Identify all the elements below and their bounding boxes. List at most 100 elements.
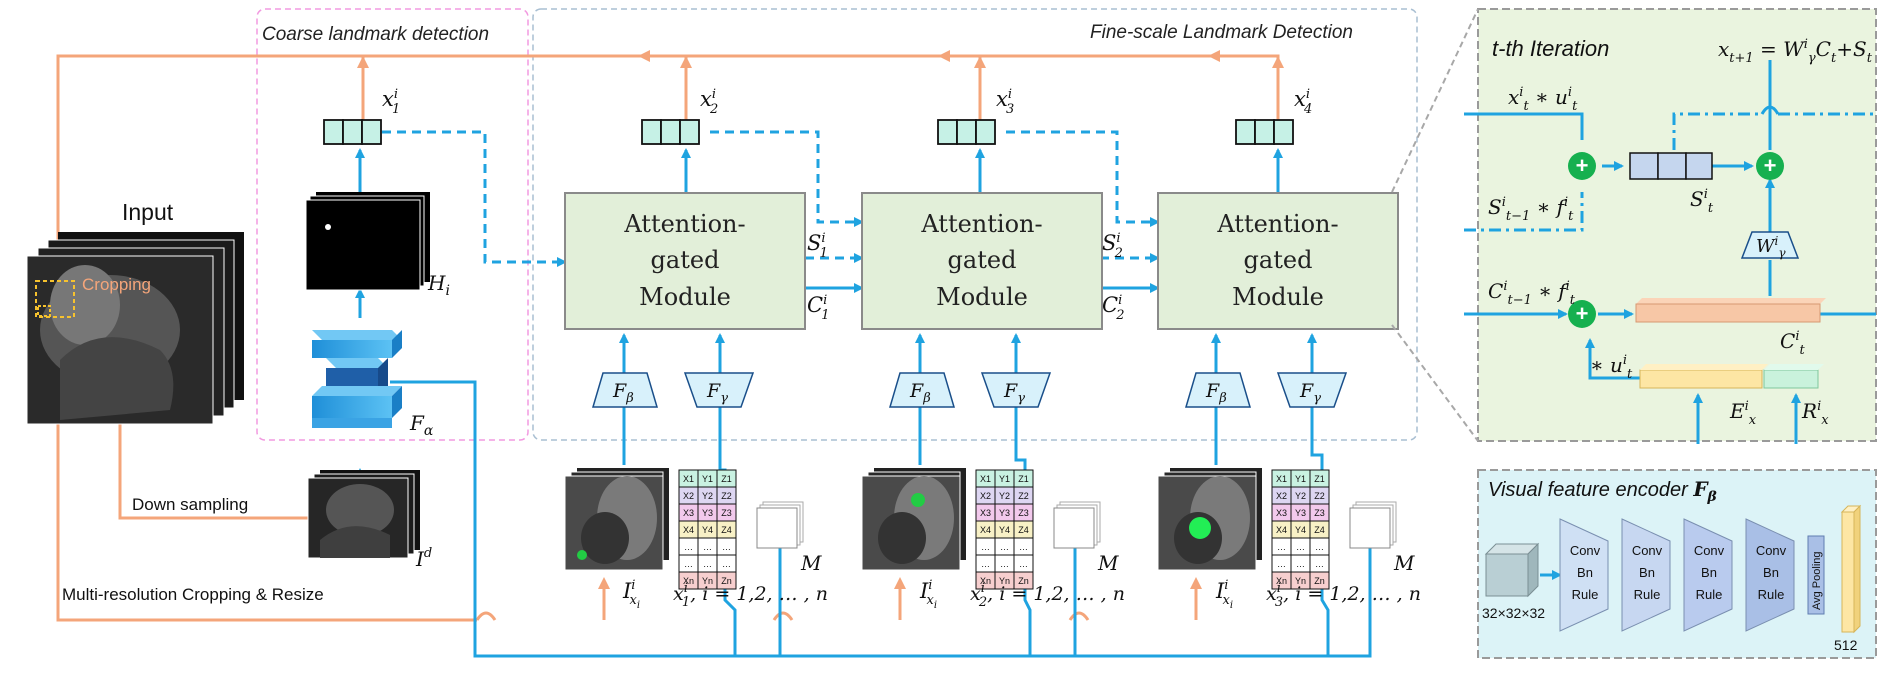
svg-text:Sit: Sit (1690, 187, 1714, 216)
svg-text:+: + (1576, 153, 1589, 178)
table-cell: Y3 (1295, 508, 1306, 518)
encoder-block-text: Rule (1634, 587, 1661, 602)
svg-text:Rix: Rix (1801, 399, 1829, 428)
coordinate-table: X1 Y1 Z1 X2 Y2 Z2 X3 Y3 Z3 X4 Y4 Z4 … … … … … … Xn Yn Zn (975, 469, 1034, 590)
table-cell: … (981, 559, 990, 569)
svg-text:∗ uit: ∗ uit (1590, 353, 1633, 382)
table-cell: Yn (702, 576, 713, 586)
table-cell: X3 (980, 508, 991, 518)
table-cell: … (1019, 559, 1028, 569)
encoder-block-text: Rule (1696, 587, 1723, 602)
encoder-block-text: Bn (1701, 565, 1717, 580)
svg-text:Id: Id (415, 546, 432, 571)
table-cell: … (1000, 559, 1009, 569)
svg-text:Cit: Cit (1780, 329, 1805, 358)
index-equation: xi 1, i = 1,2, … , n (673, 581, 828, 610)
table-cell: Zn (721, 576, 732, 586)
landmark-vector-label: xi 3 (996, 87, 1014, 117)
table-cell: Z4 (1314, 525, 1325, 535)
table-cell: … (981, 542, 990, 552)
downsampled-volume (307, 470, 420, 559)
table-cell: X4 (683, 525, 694, 535)
w-gamma-block (1740, 231, 1800, 259)
table-cell: … (1315, 542, 1324, 552)
table-cell: X2 (683, 491, 694, 501)
encoder-block-text: Rule (1572, 587, 1599, 602)
module-line-1: Attention- (623, 210, 745, 238)
table-cell: Z1 (1314, 474, 1325, 484)
e-r-bars (1639, 364, 1824, 389)
table-cell: X2 (980, 491, 991, 501)
module-line-2: gated (651, 246, 720, 274)
table-cell: Z4 (721, 525, 732, 535)
landmark-vector-label: xi 1 (382, 87, 400, 117)
index-equation: xi 3, i = 1,2, … , n (1266, 581, 1421, 610)
state-vector-S (1629, 152, 1713, 180)
table-cell: X1 (980, 474, 991, 484)
table-cell: Y1 (702, 474, 713, 484)
module-line-3: Module (1232, 283, 1324, 311)
encoder-block-4: Conv Bn Rule (1745, 518, 1795, 632)
table-cell: X3 (1276, 508, 1287, 518)
encoder-block-text: Bn (1639, 565, 1655, 580)
encoder-blocks: Conv Bn Rule Conv Bn Rule Conv Bn Rule Conv Bn Rule (1559, 518, 1795, 632)
table-cell: Z1 (721, 474, 732, 484)
heatmap-label: Hi (427, 271, 450, 299)
module-line-3: Module (639, 283, 731, 311)
table-cell: … (1296, 542, 1305, 552)
stage-blocks: Ii xi X1 Y1 Z1 X2 Y2 Z2 X3 Y3 Z3 X4 Y4 Z4 … … … … … … Xn Yn Zn… (564, 372, 1421, 611)
encoder-block-text: Conv (1570, 543, 1601, 558)
encoder-block-text: Conv (1694, 543, 1725, 558)
mask-cube (756, 507, 798, 549)
encoder-block-3: Conv Bn Rule (1683, 518, 1733, 632)
table-cell: Y2 (1295, 491, 1306, 501)
svg-text:+: + (1576, 301, 1589, 326)
table-cell: Z3 (1314, 508, 1325, 518)
module-line-1: Attention- (920, 210, 1042, 238)
encoder-block-text: Bn (1577, 565, 1593, 580)
table-cell: … (722, 559, 731, 569)
table-cell: X4 (1276, 525, 1287, 535)
f-beta-label: Fβ (909, 380, 931, 406)
table-cell: Zn (1314, 576, 1325, 586)
landmark-spot (911, 493, 925, 507)
f-alpha-network (312, 330, 402, 428)
table-cell: X4 (980, 525, 991, 535)
module-line-3: Module (936, 283, 1028, 311)
coordinate-table: X1 Y1 Z1 X2 Y2 Z2 X3 Y3 Z3 X4 Y4 Z4 … … … … … … Xn Yn Zn (678, 469, 737, 590)
c-label-1: Ci 1 (807, 293, 830, 323)
landmark-vector-2: xi 2 (641, 87, 718, 145)
svg-text:Fα: Fα (409, 411, 434, 439)
s-label-2: Si 2 (1102, 231, 1123, 261)
table-cell: Yn (1295, 576, 1306, 586)
svg-text:Wiγ: Wiγ (1756, 234, 1786, 260)
table-cell: Y4 (702, 525, 713, 535)
mask-label: M (1393, 551, 1415, 575)
landmark-vectors: xi 1 xi 2 xi 3 xi 4 (323, 87, 1312, 145)
table-cell: Xn (683, 576, 694, 586)
mask-label: M (800, 551, 822, 575)
patch-label: Ii xi (1215, 578, 1233, 611)
landmark-vector-label: xi 2 (700, 87, 718, 117)
table-cell: Y3 (702, 508, 713, 518)
iteration-dashed-lines (1464, 112, 1876, 232)
stage-3: Ii xi X1 Y1 Z1 X2 Y2 Z2 X3 Y3 Z3 X4 Y4 Z4 … … … … … … Xn Yn Zn… (1157, 372, 1421, 611)
landmark-vector-label: xi 4 (1294, 87, 1312, 117)
table-cell: … (703, 559, 712, 569)
encoder-title: Visual feature encoder Fβ (1488, 477, 1718, 505)
fine-region-border (532, 8, 1418, 441)
f-gamma-block (980, 372, 1052, 408)
cropping-label: Cropping (82, 275, 151, 294)
stage-1: Ii xi X1 Y1 Z1 X2 Y2 Z2 X3 Y3 Z3 X4 Y4 Z4 … … … … … … Xn Yn Zn… (564, 372, 828, 611)
table-cell: Xn (1276, 576, 1287, 586)
input-volume (26, 232, 244, 425)
table-cell: Y4 (999, 525, 1010, 535)
table-cell: Y2 (702, 491, 713, 501)
table-cell: Z3 (1018, 508, 1029, 518)
encoder-out-size: 512 (1834, 637, 1858, 653)
table-cell: Y1 (999, 474, 1010, 484)
multires-label: Multi-resolution Cropping & Resize (62, 585, 324, 604)
orange-arrowheads (357, 50, 1284, 68)
f-beta-block (888, 372, 956, 408)
